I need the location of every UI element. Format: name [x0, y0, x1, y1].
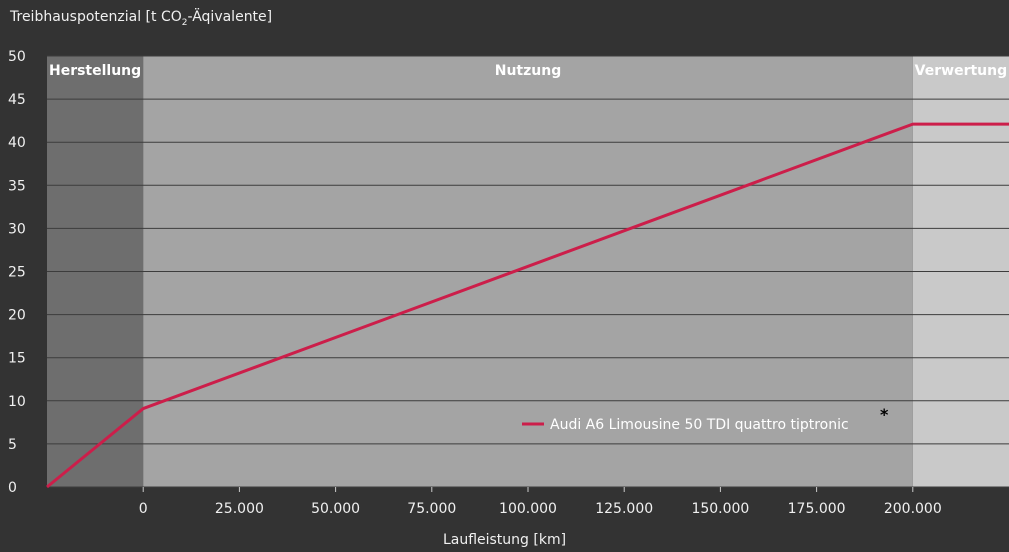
x-tick-label-7: 175.000 — [788, 501, 846, 517]
y-tick-label-9: 45 — [8, 92, 26, 108]
x-tick-label-5: 125.000 — [595, 501, 653, 517]
phase-label-1: Nutzung — [495, 63, 561, 79]
x-tick-label-1: 25.000 — [215, 501, 264, 517]
y-tick-label-7: 35 — [8, 178, 26, 194]
x-tick-label-0: 0 — [139, 501, 148, 517]
x-tick-label-8: 200.000 — [884, 501, 942, 517]
x-tick-label-2: 50.000 — [311, 501, 360, 517]
y-tick-label-0: 0 — [8, 480, 17, 496]
x-axis-title: Laufleistung [km] — [442, 532, 567, 548]
y-axis-title: Treibhauspotenzial [t CO2-Äqivalente] — [10, 9, 273, 28]
phase-label-2: Verwertung — [915, 63, 1007, 79]
y-tick-label-5: 25 — [8, 265, 26, 281]
x-tick-label-6: 150.000 — [691, 501, 749, 517]
y-tick-label-3: 15 — [8, 351, 26, 367]
y-tick-label-6: 30 — [8, 221, 26, 237]
x-tick-label-4: 100.000 — [499, 501, 557, 517]
y-tick-label-4: 20 — [8, 308, 26, 324]
legend-footnote-marker-0: * — [880, 405, 889, 424]
y-tick-label-1: 5 — [8, 437, 17, 453]
series-line-0 — [46, 122, 1009, 489]
x-tick-label-3: 75.000 — [407, 501, 456, 517]
phase-label-0: Herstellung — [49, 63, 141, 79]
y-tick-label-2: 10 — [8, 394, 26, 410]
legend-label-0: Audi A6 Limousine 50 TDI quattro tiptron… — [550, 417, 849, 433]
y-tick-label-8: 40 — [8, 135, 26, 151]
y-tick-label-10: 50 — [8, 49, 26, 65]
